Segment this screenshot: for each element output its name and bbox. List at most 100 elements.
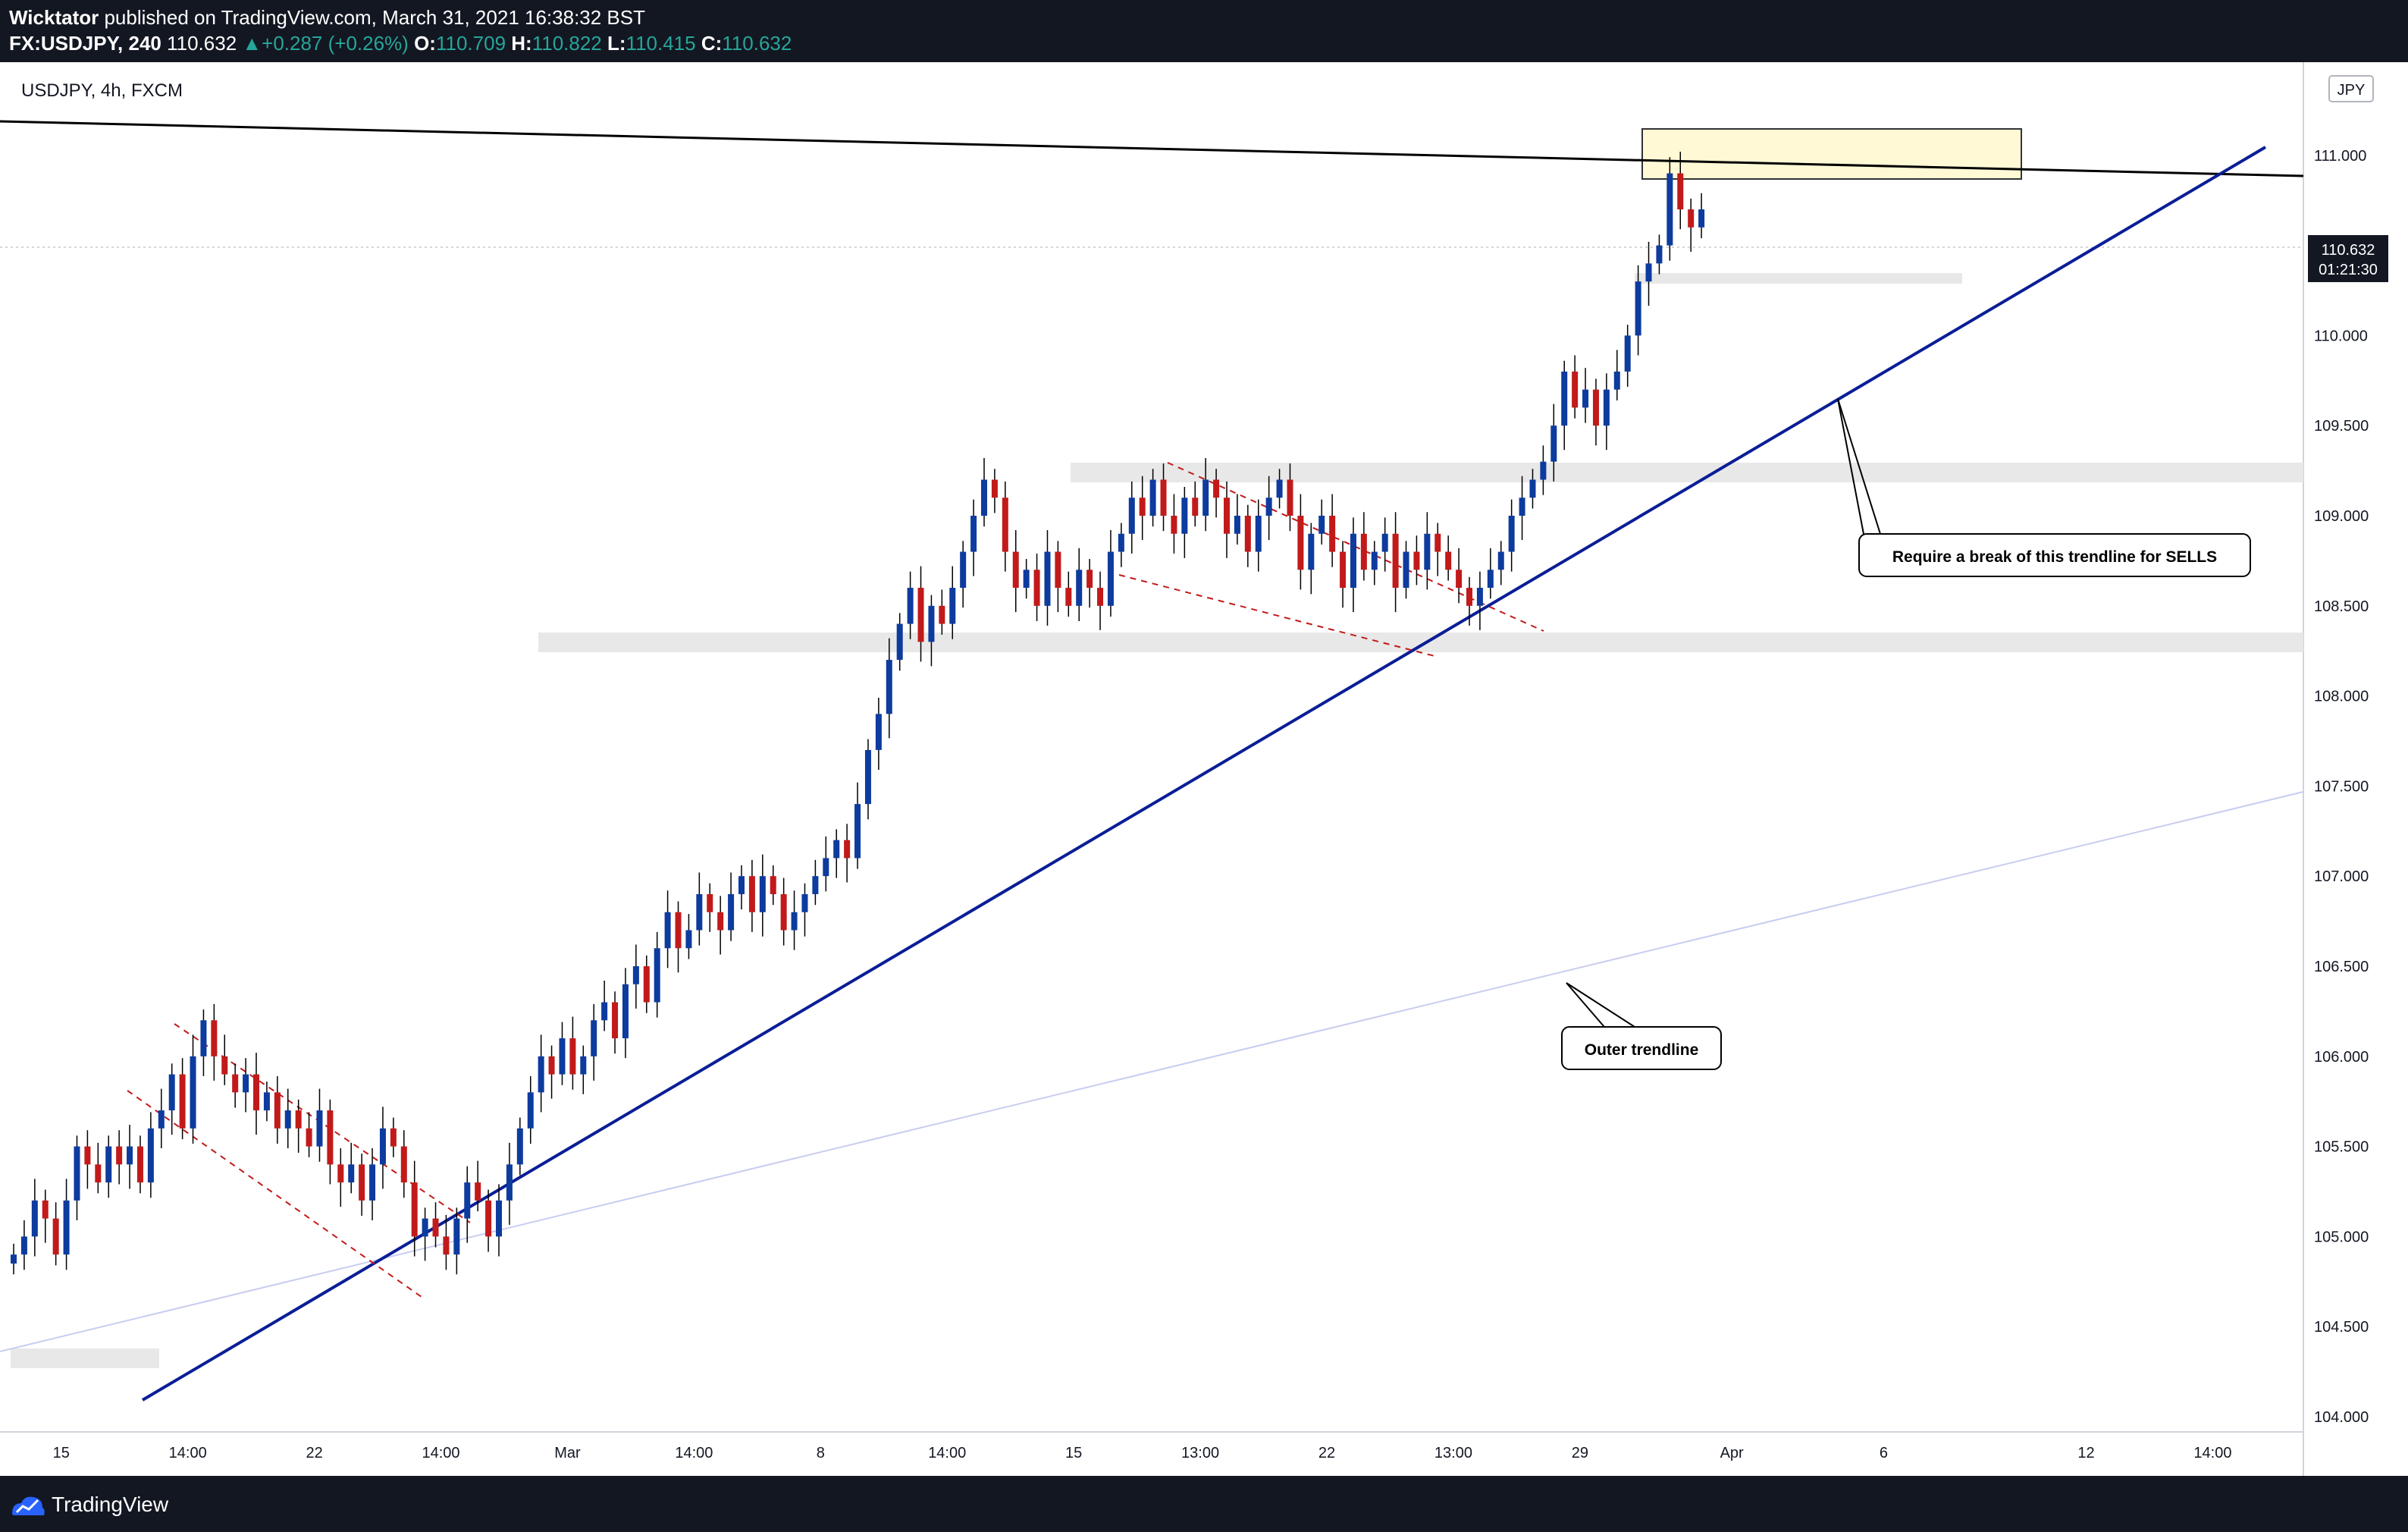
candle-up[interactable] [1550, 425, 1557, 462]
candle-down[interactable] [569, 1038, 576, 1075]
candle-up[interactable] [622, 984, 629, 1039]
candle-up[interactable] [696, 893, 703, 931]
candle-down[interactable] [1192, 498, 1199, 516]
candle-up[interactable] [1508, 516, 1515, 552]
candle-up[interactable] [1476, 588, 1483, 606]
candle-up[interactable] [812, 876, 819, 894]
candle-up[interactable] [759, 876, 766, 912]
candle-up[interactable] [1603, 389, 1610, 426]
candle-up[interactable] [875, 714, 882, 750]
candle-up[interactable] [1107, 551, 1114, 606]
candle-down[interactable] [1213, 479, 1220, 498]
candle-down[interactable] [390, 1128, 397, 1147]
candle-up[interactable] [1582, 389, 1589, 408]
candle-down[interactable] [1434, 533, 1441, 552]
chart-area[interactable]: Require a break of this trendline for SE… [0, 62, 2408, 1476]
candle-up[interactable] [348, 1164, 355, 1183]
candle-up[interactable] [1202, 479, 1209, 516]
candle-down[interactable] [1329, 516, 1336, 552]
candle-down[interactable] [1287, 479, 1293, 516]
candle-down[interactable] [337, 1164, 344, 1183]
candle-down[interactable] [52, 1218, 59, 1255]
candle-up[interactable] [1044, 551, 1051, 606]
candle-down[interactable] [274, 1092, 281, 1129]
candle-up[interactable] [1540, 461, 1547, 480]
candle-up[interactable] [1276, 479, 1283, 498]
support-zone-low[interactable] [11, 1348, 159, 1368]
candle-down[interactable] [844, 840, 851, 859]
candle-down[interactable] [221, 1056, 228, 1075]
candle-up[interactable] [823, 858, 829, 877]
candle-up[interactable] [190, 1056, 196, 1129]
candle-up[interactable] [538, 1056, 544, 1093]
candle-down[interactable] [1244, 516, 1251, 552]
candle-down[interactable] [770, 876, 776, 894]
candle-up[interactable] [263, 1092, 270, 1111]
candle-up[interactable] [63, 1200, 70, 1255]
candle-up[interactable] [864, 749, 871, 805]
candle-down[interactable] [1097, 588, 1104, 606]
candle-up[interactable] [960, 551, 967, 589]
candle-up[interactable] [632, 966, 639, 984]
candle-down[interactable] [1340, 551, 1347, 589]
tradingview-brand[interactable]: TradingView [52, 1493, 169, 1516]
candle-up[interactable] [1656, 245, 1663, 264]
candle-up[interactable] [1424, 533, 1431, 570]
candle-up[interactable] [422, 1218, 428, 1237]
candle-down[interactable] [612, 1002, 619, 1039]
candle-up[interactable] [369, 1164, 376, 1201]
candle-down[interactable] [485, 1200, 492, 1237]
candle-up[interactable] [453, 1218, 460, 1255]
candle-up[interactable] [200, 1020, 207, 1056]
candle-down[interactable] [707, 893, 713, 912]
support-zone-110-4[interactable] [1635, 273, 1962, 284]
candle-up[interactable] [728, 893, 735, 931]
candle-up[interactable] [970, 516, 977, 552]
candle-down[interactable] [717, 912, 724, 931]
candle-up[interactable] [1635, 281, 1641, 336]
candle-up[interactable] [1519, 498, 1525, 516]
candle-up[interactable] [11, 1254, 17, 1264]
candle-down[interactable] [443, 1236, 450, 1255]
candle-up[interactable] [31, 1200, 38, 1237]
candle-down[interactable] [1392, 533, 1399, 589]
candle-up[interactable] [981, 479, 987, 516]
currency-button[interactable] [2328, 75, 2374, 102]
candle-up[interactable] [1403, 551, 1409, 589]
candle-up[interactable] [1076, 570, 1083, 606]
candle-up[interactable] [1613, 371, 1620, 390]
candle-up[interactable] [1128, 498, 1135, 534]
candle-down[interactable] [1572, 371, 1579, 408]
time-axis[interactable]: 15 14:00 22 14:00 Mar 14:00 8 14:00 15 13:00 22 13:… [53, 1445, 2232, 1461]
candle-up[interactable] [833, 840, 840, 859]
candle-up[interactable] [1149, 479, 1156, 516]
candle-up[interactable] [664, 912, 671, 949]
candle-down[interactable] [1033, 570, 1040, 606]
candle-down[interactable] [42, 1200, 49, 1219]
candle-up[interactable] [1023, 570, 1030, 589]
candle-down[interactable] [1466, 588, 1472, 606]
candle-down[interactable] [1012, 551, 1019, 589]
outer-callout[interactable] [1561, 1026, 1722, 1070]
target-zone-box[interactable] [1641, 128, 2022, 180]
candle-up[interactable] [791, 912, 798, 931]
candle-down[interactable] [991, 479, 998, 498]
candle-down[interactable] [1297, 516, 1304, 570]
price-axis[interactable]: 111.000110.500110.000109.500109.000108.5… [2314, 148, 2369, 1426]
candle-down[interactable] [1171, 516, 1177, 534]
candle-up[interactable] [1487, 570, 1494, 589]
candle-up[interactable] [464, 1182, 471, 1219]
candle-up[interactable] [1561, 371, 1568, 426]
trendline-callout[interactable] [1858, 533, 2251, 577]
candle-down[interactable] [1055, 551, 1061, 589]
candle-up[interactable] [1265, 498, 1272, 516]
candle-up[interactable] [591, 1020, 597, 1056]
candle-down[interactable] [1360, 533, 1367, 570]
candle-up[interactable] [1118, 533, 1124, 552]
candle-down[interactable] [1224, 498, 1230, 534]
candle-up[interactable] [801, 893, 808, 912]
candle-down[interactable] [253, 1074, 259, 1111]
candle-down[interactable] [1456, 570, 1463, 589]
candle-down[interactable] [136, 1146, 143, 1183]
candle-down[interactable] [306, 1128, 312, 1147]
